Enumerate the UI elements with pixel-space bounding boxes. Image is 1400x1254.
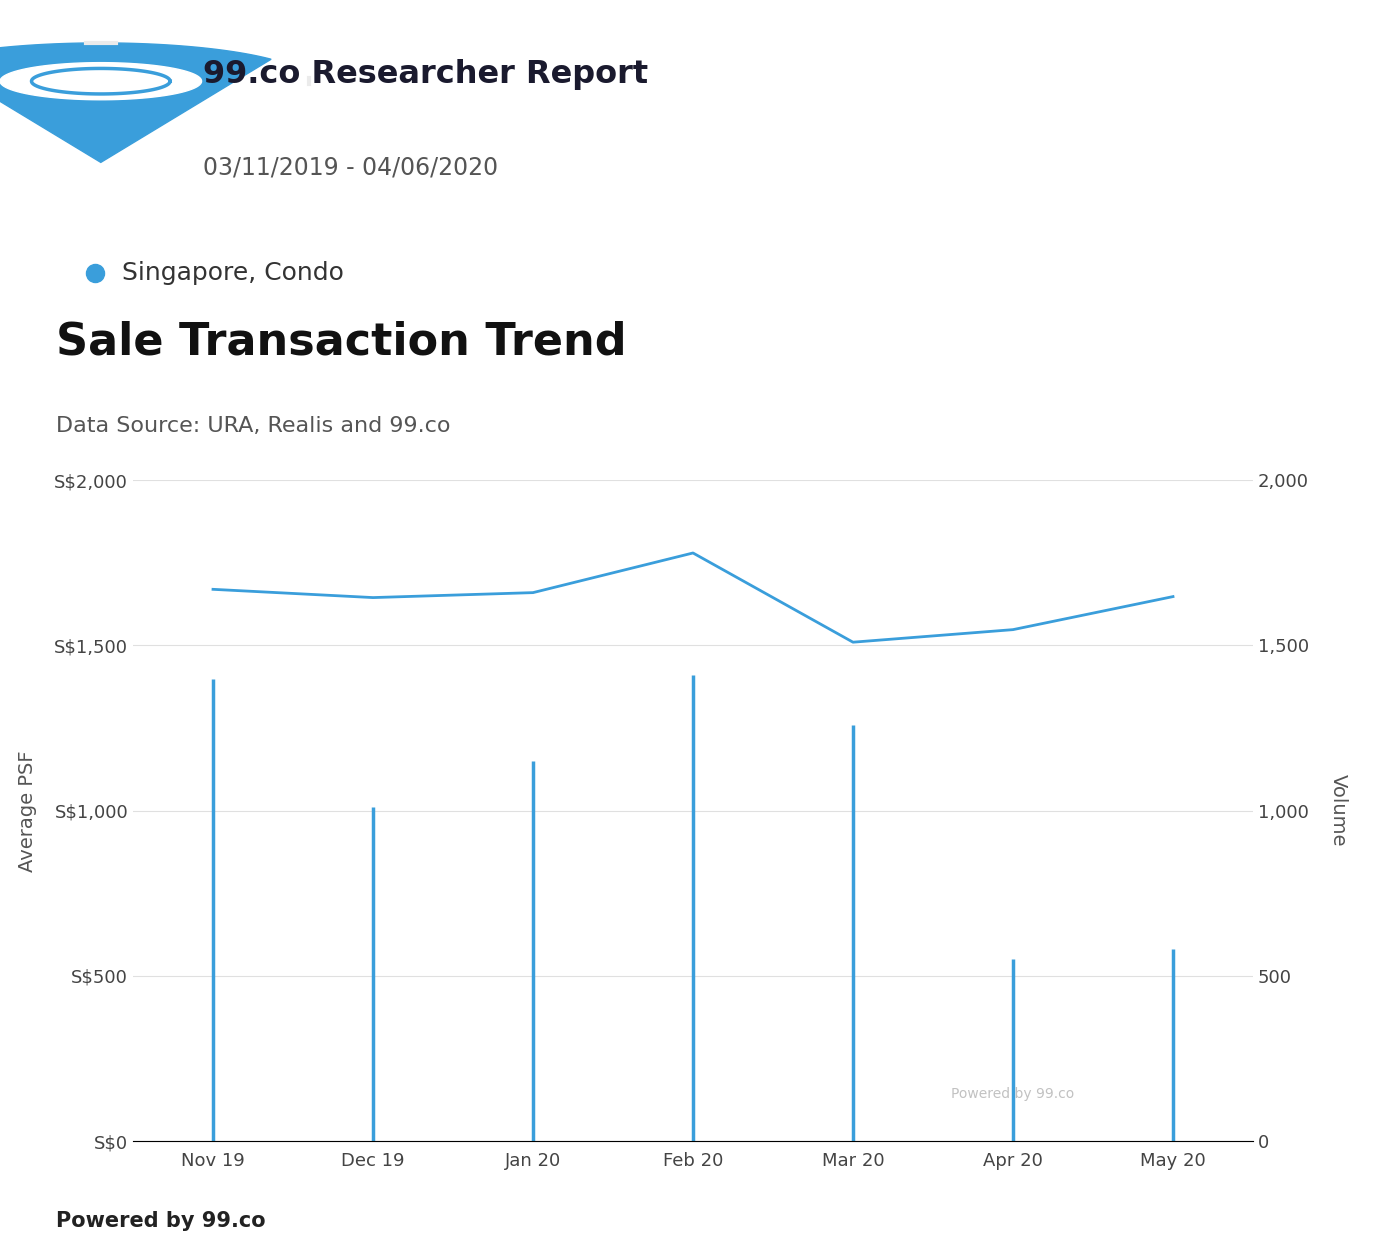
Text: Sale Transaction Trend: Sale Transaction Trend <box>56 321 627 364</box>
Text: 99.co Researcher Report: 99.co Researcher Report <box>203 59 648 90</box>
Text: Powered by 99.co: Powered by 99.co <box>56 1211 266 1231</box>
Text: Data Source: URA, Realis and 99.co: Data Source: URA, Realis and 99.co <box>56 416 451 436</box>
Polygon shape <box>0 43 272 163</box>
Text: 03/11/2019 - 04/06/2020: 03/11/2019 - 04/06/2020 <box>203 155 498 179</box>
Y-axis label: Average PSF: Average PSF <box>18 750 38 872</box>
Text: Powered by 99.co: Powered by 99.co <box>951 1087 1074 1101</box>
Polygon shape <box>0 63 202 100</box>
Text: Singapore, Condo: Singapore, Condo <box>122 261 343 285</box>
Y-axis label: Volume: Volume <box>1329 775 1347 846</box>
